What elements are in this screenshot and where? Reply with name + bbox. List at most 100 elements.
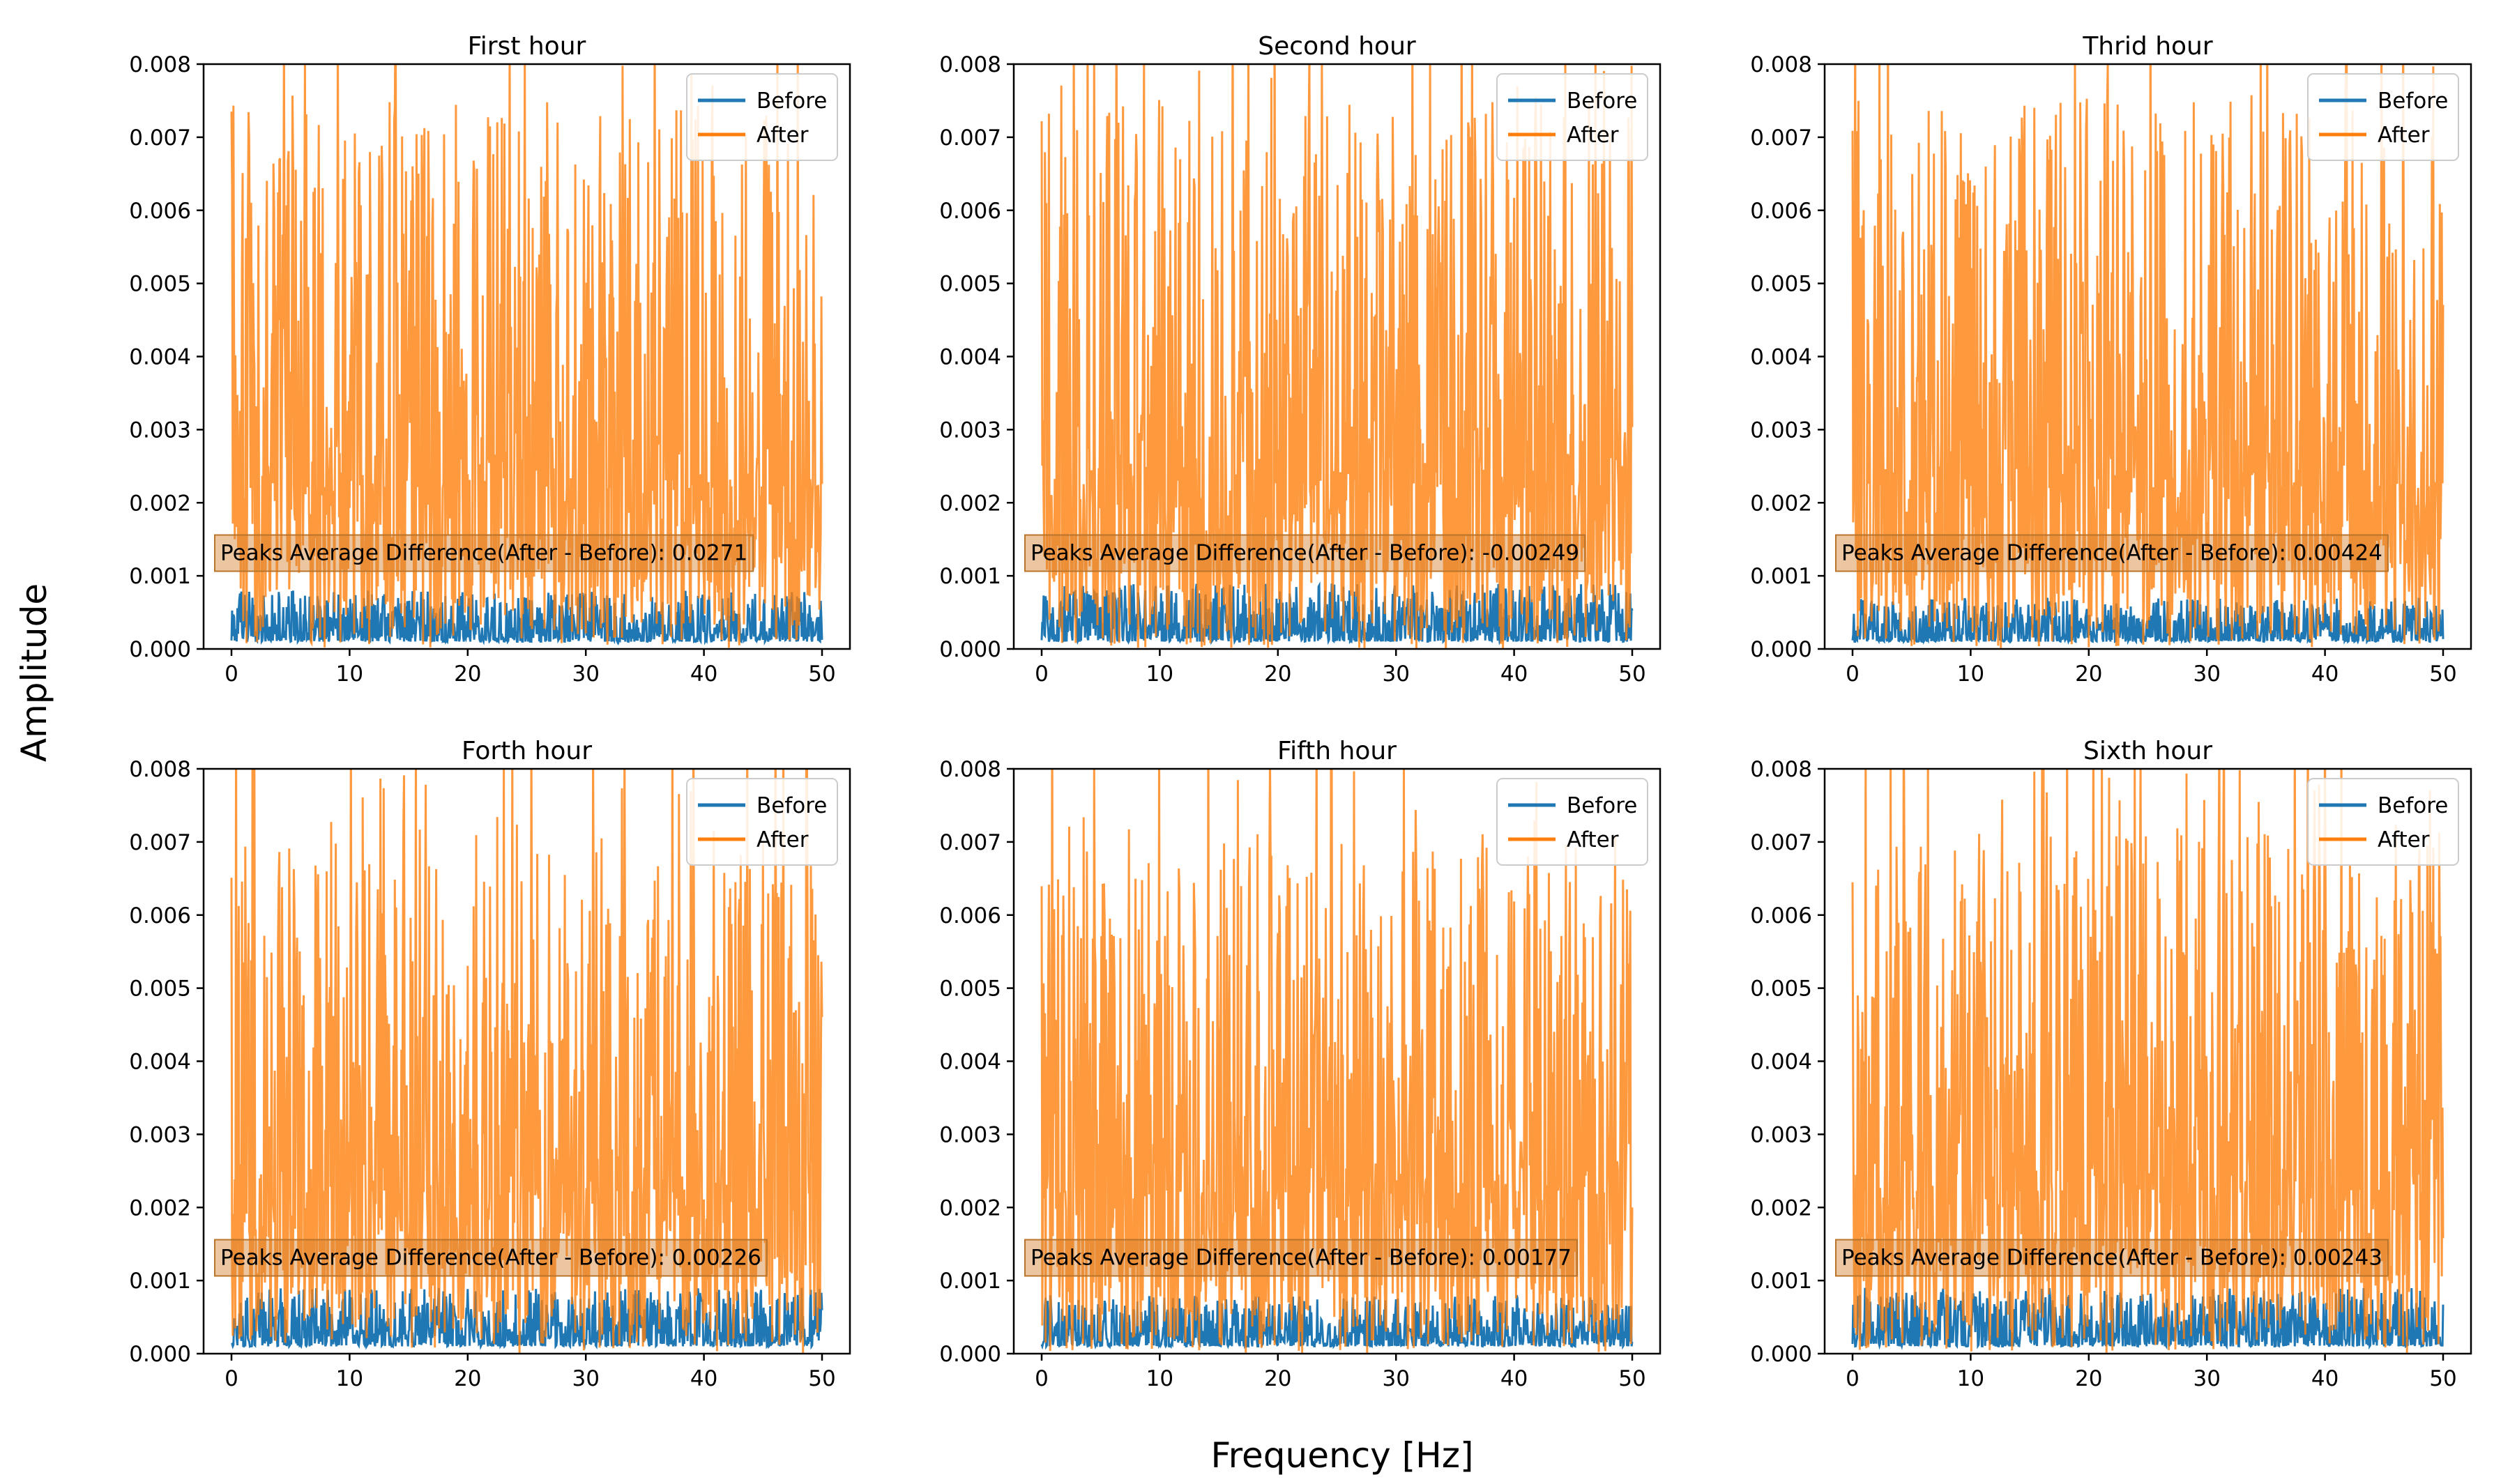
- x-tick-label: 40: [2311, 1366, 2339, 1391]
- legend: Before After: [1496, 73, 1648, 161]
- y-tick-label: 0.003: [129, 1122, 191, 1147]
- y-tick-label: 0.001: [939, 1269, 1001, 1294]
- y-tick-label: 0.000: [129, 1342, 191, 1367]
- legend: Before After: [1496, 778, 1648, 866]
- legend-box: [686, 778, 838, 866]
- y-tick-label: 0.007: [129, 125, 191, 151]
- subplot-title: Sixth hour: [2083, 737, 2212, 765]
- x-tick-label: 10: [336, 1366, 363, 1391]
- x-tick-label: 30: [1382, 1366, 1409, 1391]
- y-tick-label: 0.003: [129, 418, 191, 443]
- y-tick-label: 0.008: [1750, 757, 1812, 782]
- legend: Before After: [686, 778, 838, 866]
- peaks-annotation: Peaks Average Difference(After - Before)…: [214, 534, 754, 572]
- y-tick-label: 0.006: [939, 199, 1001, 224]
- subplot-title: Fifth hour: [1277, 737, 1397, 765]
- y-tick-label: 0.003: [939, 1122, 1001, 1147]
- peaks-annotation-text: Peaks Average Difference(After - Before)…: [220, 1246, 761, 1271]
- x-tick-label: 20: [1264, 1366, 1291, 1391]
- legend-box: [2307, 778, 2459, 866]
- y-tick-label: 0.004: [1750, 1050, 1812, 1075]
- y-tick-label: 0.004: [939, 1050, 1001, 1075]
- y-tick-label: 0.001: [129, 1269, 191, 1294]
- x-tick-label: 50: [2429, 661, 2456, 687]
- subplot-6: Sixth hour 0.000 0.001 0.002 0.003 0.004 0.005…: [1750, 737, 2472, 1391]
- peaks-annotation-box: [214, 534, 754, 572]
- x-tick-label: 20: [2075, 1366, 2102, 1391]
- x-tick-label: 40: [2311, 661, 2339, 687]
- legend-label-before: Before: [1567, 793, 1637, 818]
- x-tick-label: 40: [690, 1366, 717, 1391]
- peaks-annotation-text: Peaks Average Difference(After - Before)…: [1031, 1246, 1572, 1271]
- figure-y-axis-label: Amplitude: [14, 583, 54, 762]
- peaks-annotation-text: Peaks Average Difference(After - Before)…: [1841, 541, 2382, 566]
- x-tick-label: 50: [808, 661, 835, 687]
- subplot-title: Forth hour: [462, 737, 592, 765]
- x-tick-label: 30: [2193, 661, 2220, 687]
- series-before-line: [231, 1287, 823, 1351]
- y-tick-label: 0.000: [129, 637, 191, 662]
- legend-label-after: After: [1567, 827, 1619, 852]
- x-tick-label: 0: [1846, 661, 1860, 687]
- y-tick-label: 0.005: [1750, 272, 1812, 297]
- series-after-line: [1851, 64, 2444, 648]
- peaks-annotation: Peaks Average Difference(After - Before)…: [1024, 1239, 1578, 1277]
- legend: Before After: [2307, 73, 2459, 161]
- x-tick-label: 10: [1957, 1366, 1984, 1391]
- y-tick-label: 0.007: [1750, 125, 1812, 151]
- x-tick-label: 10: [336, 661, 363, 687]
- peaks-annotation-box: [1024, 534, 1586, 572]
- y-tick-label: 0.005: [129, 272, 191, 297]
- series-after-line: [230, 769, 823, 1354]
- series-after-line: [1040, 769, 1634, 1354]
- y-tick-label: 0.005: [1750, 977, 1812, 1002]
- legend-label-after: After: [756, 827, 809, 852]
- y-tick-label: 0.007: [939, 125, 1001, 151]
- subplot-title: Thrid hour: [2082, 32, 2213, 61]
- y-tick-label: 0.002: [939, 491, 1001, 516]
- x-tick-label: 40: [690, 661, 717, 687]
- y-tick-label: 0.005: [939, 272, 1001, 297]
- x-tick-label: 30: [572, 1366, 599, 1391]
- series-after-line: [1040, 64, 1634, 649]
- legend-label-after: After: [2378, 123, 2430, 148]
- y-tick-label: 0.005: [939, 977, 1001, 1002]
- x-tick-label: 50: [808, 1366, 835, 1391]
- x-tick-label: 50: [1618, 661, 1645, 687]
- y-tick-label: 0.007: [129, 830, 191, 855]
- x-tick-label: 20: [454, 1366, 481, 1391]
- y-tick-label: 0.000: [939, 637, 1001, 662]
- y-tick-label: 0.007: [1750, 830, 1812, 855]
- figure-x-axis-label: Frequency [Hz]: [1210, 1435, 1473, 1476]
- y-tick-label: 0.003: [1750, 1122, 1812, 1147]
- peaks-annotation: Peaks Average Difference(After - Before)…: [1835, 1239, 2389, 1277]
- y-tick-label: 0.006: [1750, 199, 1812, 224]
- peaks-annotation: Peaks Average Difference(After - Before)…: [1835, 534, 2389, 572]
- x-tick-label: 10: [1146, 661, 1173, 687]
- y-tick-label: 0.002: [1750, 1195, 1812, 1221]
- series-before-line: [1851, 597, 2444, 645]
- x-tick-label: 20: [454, 661, 481, 687]
- x-tick-label: 0: [1035, 1366, 1049, 1391]
- y-tick-label: 0.008: [939, 52, 1001, 77]
- y-tick-label: 0.003: [939, 418, 1001, 443]
- y-tick-label: 0.002: [129, 491, 191, 516]
- x-tick-label: 30: [1382, 661, 1409, 687]
- y-tick-label: 0.008: [129, 52, 191, 77]
- y-tick-label: 0.008: [939, 757, 1001, 782]
- peaks-annotation-text: Peaks Average Difference(After - Before)…: [1031, 541, 1579, 566]
- y-tick-label: 0.000: [1750, 637, 1812, 662]
- legend-box: [2307, 73, 2459, 161]
- y-tick-label: 0.004: [129, 345, 191, 370]
- legend-label-before: Before: [2378, 793, 2448, 818]
- legend-box: [686, 73, 838, 161]
- peaks-annotation-box: [1024, 1239, 1578, 1277]
- y-tick-label: 0.003: [1750, 418, 1812, 443]
- legend: Before After: [686, 73, 838, 161]
- x-tick-label: 40: [1500, 1366, 1528, 1391]
- y-tick-label: 0.005: [129, 977, 191, 1002]
- y-tick-label: 0.004: [939, 345, 1001, 370]
- y-tick-label: 0.002: [129, 1195, 191, 1221]
- x-tick-label: 40: [1500, 661, 1528, 687]
- y-tick-label: 0.007: [939, 830, 1001, 855]
